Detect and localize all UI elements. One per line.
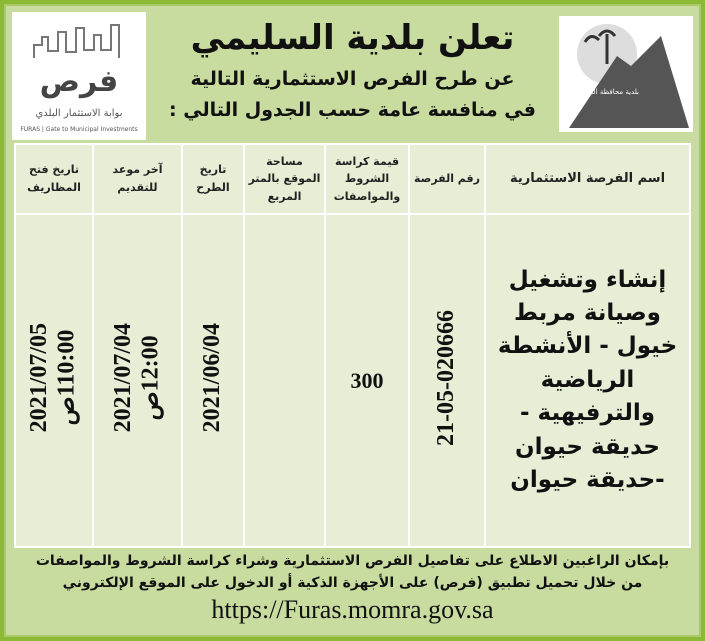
opportunity-name: إنشاء وتشغيل وصيانة مربط خيول - الأنشطة … bbox=[484, 213, 691, 548]
furas-tagline-en: FURAS | Gate to Municipal Investments bbox=[20, 126, 138, 133]
opening-time: 110:00ص bbox=[54, 330, 80, 426]
furas-tagline-ar: بوابة الاستثمار البلدي bbox=[35, 108, 123, 119]
municipality-logo: بلدية محافظة السليمي bbox=[559, 16, 693, 132]
header-area: مساحة الموقع بالمتر المربع bbox=[243, 143, 326, 215]
opportunities-table: اسم الفرصة الاستثمارية رقم الفرصة قيمة ك… bbox=[14, 143, 691, 548]
ad-subtitle-2: في منافسة عامة حسب الجدول التالي : bbox=[169, 99, 536, 121]
header-opening-date: تاريخ فتح المظاريف bbox=[14, 143, 94, 215]
skyline-icon bbox=[33, 24, 120, 58]
opening-cell: 2021/07/05 110:00ص bbox=[14, 213, 94, 548]
deadline-time: 12:00ص bbox=[137, 335, 164, 421]
table-header-row: اسم الفرصة الاستثمارية رقم الفرصة قيمة ك… bbox=[14, 143, 691, 215]
header-name: اسم الفرصة الاستثمارية bbox=[484, 143, 691, 215]
ad-header: تعلن بلدية السليمي عن طرح الفرص الاستثما… bbox=[152, 12, 553, 126]
website-link[interactable]: https://Furas.momra.gov.sa bbox=[211, 595, 494, 624]
header-number: رقم الفرصة bbox=[408, 143, 486, 215]
deadline-wrap: 2021/07/04 12:00ص bbox=[110, 323, 165, 432]
header-deadline: آخر موعد للتقديم bbox=[92, 143, 183, 215]
header-price: قيمة كراسة الشروط والمواصفات bbox=[324, 143, 410, 215]
advertisement: فرص بوابة الاستثمار البلدي FURAS | Gate … bbox=[4, 4, 701, 637]
furas-logo-text: فرص bbox=[39, 64, 119, 99]
opening-date: 2021/07/05 bbox=[26, 323, 53, 433]
posting-date: 2021/06/04 bbox=[199, 323, 226, 433]
opening-wrap: 2021/07/05 110:00ص bbox=[26, 323, 81, 432]
deadline-cell: 2021/07/04 12:00ص bbox=[92, 213, 183, 548]
furas-logo: فرص بوابة الاستثمار البلدي FURAS | Gate … bbox=[12, 12, 146, 140]
ad-subtitle-1: عن طرح الفرص الاستثمارية التالية bbox=[190, 68, 515, 90]
municipality-logo-text: بلدية محافظة السليمي bbox=[573, 88, 639, 96]
deadline-date: 2021/07/04 bbox=[109, 323, 136, 433]
footer-line-1: بإمكان الراغبين الاطلاع على تفاصيل الفرص… bbox=[35, 553, 670, 569]
table-row: إنشاء وتشغيل وصيانة مربط خيول - الأنشطة … bbox=[14, 213, 691, 548]
header-posting-date: تاريخ الطرح bbox=[181, 143, 245, 215]
mountain-palm-icon bbox=[569, 24, 689, 128]
ad-title: تعلن بلدية السليمي bbox=[190, 18, 515, 58]
posting-date-cell: 2021/06/04 bbox=[181, 213, 245, 548]
opportunity-area bbox=[243, 213, 326, 548]
opportunity-price: 300 bbox=[324, 213, 410, 548]
opportunity-number: 21-05-020666 bbox=[433, 310, 460, 446]
opportunity-number-cell: 21-05-020666 bbox=[408, 213, 486, 548]
footer-line-2: من خلال تحميل تطبيق (فرص) على الأجهزة ال… bbox=[62, 575, 643, 591]
ad-footer: بإمكان الراغبين الاطلاع على تفاصيل الفرص… bbox=[8, 550, 697, 626]
